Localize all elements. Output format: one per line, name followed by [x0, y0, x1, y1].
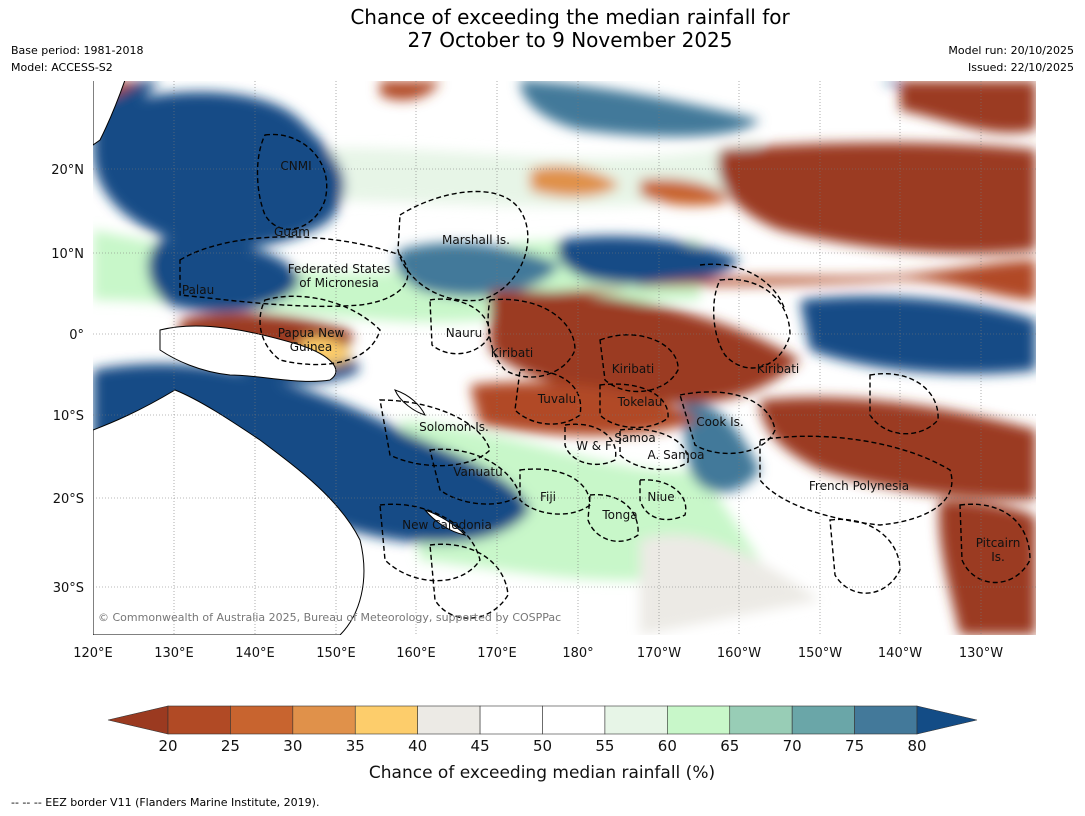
lat-tick: 10°N: [51, 247, 84, 262]
graticule: [93, 81, 1036, 635]
colorbar-cell: [729, 705, 793, 735]
latitude-axis: 20°N 10°N 0° 10°S 20°S 30°S: [51, 163, 84, 596]
region-label: Kiribati: [612, 362, 654, 376]
region-label: French Polynesia: [809, 479, 909, 493]
colorbar-cell: [667, 705, 731, 735]
model-run: Model run: 20/10/2025: [948, 44, 1074, 57]
colorbar-cell: [167, 705, 231, 735]
region-label: Guinea: [290, 340, 333, 354]
longitude-axis: 120°E 130°E 140°E 150°E 160°E 170°E 180°…: [73, 646, 1003, 661]
copyright-notice: © Commonwealth of Australia 2025, Bureau…: [98, 611, 561, 624]
region-label: Marshall Is.: [442, 233, 510, 247]
lon-tick: 130°W: [959, 646, 1003, 661]
region-label: Fiji: [540, 490, 556, 504]
eez-borders: [179, 133, 1031, 619]
region-label: Kiribati: [757, 362, 799, 376]
region-label: Samoa: [614, 431, 655, 445]
lon-tick: 160°E: [396, 646, 436, 661]
colorbar-extend-high: [916, 705, 978, 735]
meta-right: Model run: 20/10/2025 Issued: 22/10/2025: [948, 42, 1074, 76]
lon-tick: 150°W: [798, 646, 842, 661]
lat-tick: 20°N: [51, 163, 84, 178]
base-period: Base period: 1981-2018: [11, 44, 144, 57]
colorbar-cell: [791, 705, 855, 735]
region-label: Palau: [182, 283, 214, 297]
colorbar-tick: 60: [658, 737, 677, 755]
region-label: New Caledonia: [402, 518, 492, 532]
colorbar-cell: [354, 705, 418, 735]
title-line-1: Chance of exceeding the median rainfall …: [350, 5, 790, 29]
colorbar-cell: [292, 705, 356, 735]
coastlines: [93, 81, 467, 635]
region-label: Guam: [274, 225, 310, 239]
eez-footnote: -- -- -- EEZ border V11 (Flanders Marine…: [11, 796, 320, 809]
colorbar-cell: [230, 705, 294, 735]
region-label: Solomon Is.: [419, 420, 489, 434]
region-label: Niue: [647, 490, 674, 504]
region-label: Federated States: [288, 262, 390, 276]
colorbar-tick: 50: [533, 737, 552, 755]
colorbar-tick: 35: [346, 737, 365, 755]
meta-left: Base period: 1981-2018 Model: ACCESS-S2: [11, 42, 143, 76]
colorbar-tick: 25: [221, 737, 240, 755]
colorbar-extend-low: [107, 705, 169, 735]
region-label: Is.: [991, 550, 1005, 564]
lon-tick: 120°E: [73, 646, 113, 661]
region-labels: CNMI Guam Marshall Is. Federated States …: [182, 159, 1020, 564]
lat-tick: 0°: [69, 328, 84, 343]
colorbar-label: Chance of exceeding median rainfall (%): [369, 763, 715, 783]
region-label: Pitcairn: [976, 536, 1021, 550]
region-label: Tuvalu: [537, 392, 577, 406]
colorbar-tick: 30: [283, 737, 302, 755]
lon-tick: 180°: [562, 646, 593, 661]
colorbar-tick: 65: [720, 737, 739, 755]
lon-tick: 160°W: [717, 646, 761, 661]
region-label: CNMI: [280, 159, 311, 173]
rainfall-probability-field: © Commonwealth of Australia 2025, Bureau…: [93, 81, 1036, 635]
model-name: Model: ACCESS-S2: [11, 61, 113, 74]
colorbar-tick: 55: [595, 737, 614, 755]
lon-tick: 130°E: [154, 646, 194, 661]
lat-tick: 30°S: [53, 581, 84, 596]
region-label: Kiribati: [491, 346, 533, 360]
issued-date: Issued: 22/10/2025: [967, 61, 1074, 74]
region-label: Nauru: [446, 326, 482, 340]
region-label: Tokelau: [617, 395, 663, 409]
colorbar-cell: [542, 705, 606, 735]
colorbar-cell: [854, 705, 918, 735]
colorbar-tick: 45: [471, 737, 490, 755]
lon-tick: 150°E: [316, 646, 356, 661]
colorbar-cell: [417, 705, 481, 735]
colorbar-cell: [479, 705, 543, 735]
region-label: A. Samoa: [648, 448, 705, 462]
colorbar-tick: 20: [158, 737, 177, 755]
colorbar-tick: 70: [783, 737, 802, 755]
colorbar-cells: [107, 705, 978, 735]
lat-tick: 10°S: [53, 409, 84, 424]
colorbar: 20 25 30 35 40 45 50 55 60 65 70 75 80 Chance of exc…: [107, 705, 978, 783]
lon-tick: 170°W: [637, 646, 681, 661]
lon-tick: 140°E: [235, 646, 275, 661]
lon-tick: 170°E: [477, 646, 517, 661]
region-label: Tonga: [601, 508, 637, 522]
lat-tick: 20°S: [53, 492, 84, 507]
region-label: Vanuatu: [453, 465, 503, 479]
colorbar-tick: 75: [845, 737, 864, 755]
lon-tick: 140°W: [878, 646, 922, 661]
colorbar-tick: 80: [907, 737, 926, 755]
region-label: of Micronesia: [299, 276, 379, 290]
region-label: Cook Is.: [696, 415, 743, 429]
colorbar-cell: [604, 705, 668, 735]
region-label: W & F: [576, 439, 612, 453]
colorbar-tick: 40: [408, 737, 427, 755]
colorbar-ticks: 20 25 30 35 40 45 50 55 60 65 70 75 80: [158, 737, 926, 755]
title-line-2: 27 October to 9 November 2025: [407, 28, 733, 52]
region-label: Papua New: [278, 326, 345, 340]
